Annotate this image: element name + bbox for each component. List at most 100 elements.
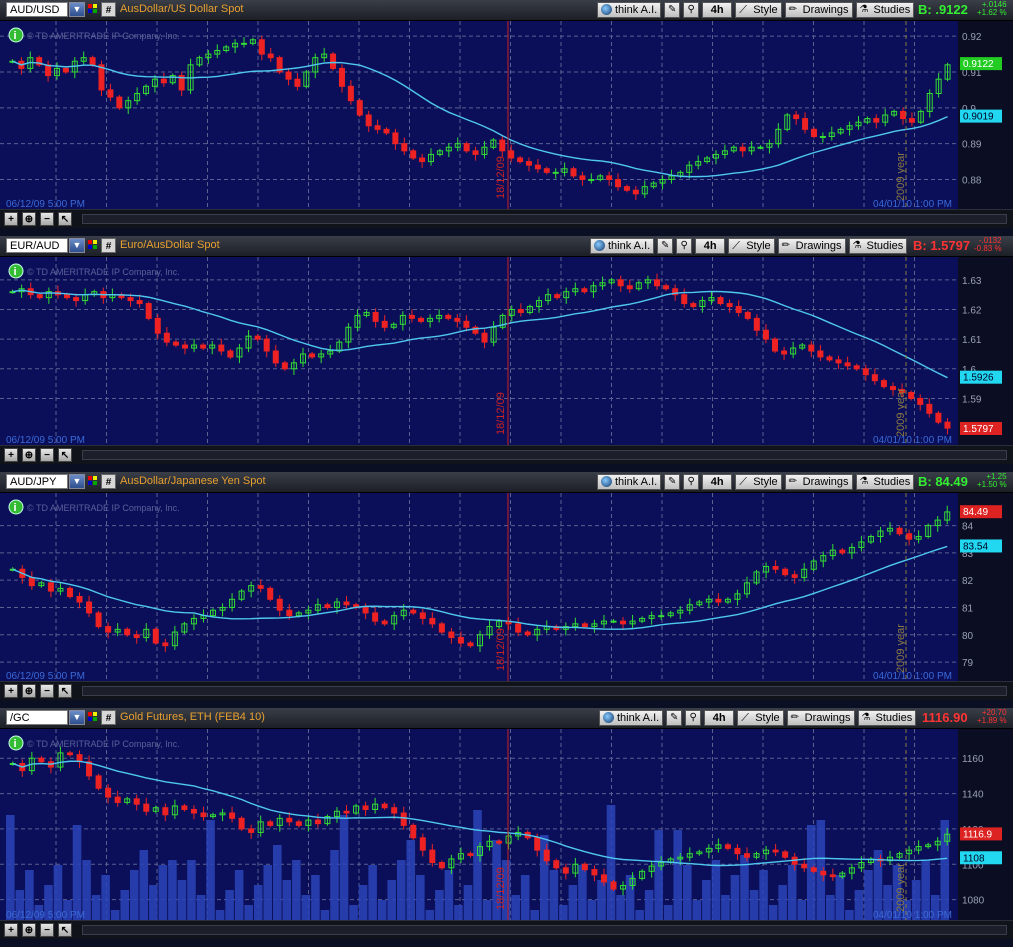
studies-button[interactable]: ⚗ Studies [857, 709, 917, 726]
crosshair-icon[interactable]: + [4, 684, 18, 698]
price-chart[interactable]: 84 83 82 81 80 79 18/12/09 2009 year i © TD AMERI… [0, 493, 1013, 681]
info-icon[interactable]: i [8, 735, 24, 751]
candle-body [383, 128, 390, 134]
candle-body [917, 397, 924, 405]
candle-body [667, 612, 674, 617]
candle-body [73, 297, 80, 302]
zoom-in-icon[interactable]: ⊕ [22, 684, 36, 698]
crosshair-icon[interactable]: + [4, 923, 18, 937]
timeframe-button[interactable]: 4h [702, 473, 733, 490]
think-ai-button[interactable]: think A.I. [599, 709, 664, 726]
style-button[interactable]: ⟋ Style [737, 709, 784, 726]
volume-bar [206, 820, 215, 920]
candle-body [463, 143, 470, 152]
candle-body [739, 146, 746, 152]
crosshair-icon[interactable]: + [4, 212, 18, 226]
zoom-out-icon[interactable]: − [40, 684, 54, 698]
zoom-in-icon[interactable]: ⊕ [22, 923, 36, 937]
wrench-icon[interactable]: ✎ [664, 1, 681, 18]
zoom-in-icon[interactable]: ⊕ [22, 212, 36, 226]
hash-icon[interactable]: # [101, 2, 116, 17]
change-absolute: +20.70 [981, 708, 1007, 717]
drawings-button[interactable]: ✏ Drawings [786, 709, 855, 726]
pointer-icon[interactable]: ↖ [58, 684, 72, 698]
symbol-dropdown-icon[interactable]: ▼ [69, 710, 85, 725]
zoom-in-icon[interactable]: ⊕ [22, 448, 36, 462]
volume-bar [663, 905, 673, 920]
timeframe-button[interactable]: 4h [702, 1, 733, 18]
horizontal-scrollbar[interactable] [82, 450, 1007, 460]
link-color-icon[interactable] [88, 712, 97, 722]
link-color-icon[interactable] [88, 240, 97, 250]
symbol-input[interactable]: /GC [6, 710, 68, 725]
drawings-button[interactable]: ✏ Drawings [777, 237, 846, 254]
symbol-dropdown-icon[interactable]: ▼ [69, 238, 85, 253]
studies-button[interactable]: ⚗ Studies [855, 1, 915, 18]
symbol-dropdown-icon[interactable]: ▼ [69, 474, 85, 489]
line-chart-icon: ⟋ [741, 712, 749, 724]
studies-button[interactable]: ⚗ Studies [855, 473, 915, 490]
candle-body [610, 620, 617, 623]
style-button[interactable]: ⟋ Style [728, 237, 775, 254]
candle-body [47, 582, 54, 592]
candle-body [391, 615, 398, 625]
studies-button[interactable]: ⚗ Studies [848, 237, 908, 254]
think-ai-button[interactable]: think A.I. [597, 473, 662, 490]
drawings-button[interactable]: ✏ Drawings [784, 473, 853, 490]
info-icon[interactable]: i [8, 27, 24, 43]
chart-footer: + ⊕ − ↖ [0, 445, 1013, 464]
style-button[interactable]: ⟋ Style [735, 1, 782, 18]
horizontal-scrollbar[interactable] [82, 686, 1007, 696]
horizontal-scrollbar[interactable] [82, 925, 1007, 935]
volume-bar [511, 895, 520, 920]
wrench-icon[interactable]: ✎ [664, 473, 681, 490]
symbol-input[interactable]: AUD/USD [6, 2, 68, 17]
magnifier-icon[interactable]: ⚲ [676, 237, 693, 254]
timeframe-button[interactable]: 4h [704, 709, 735, 726]
crosshair-icon[interactable]: + [4, 448, 18, 462]
wrench-icon[interactable]: ✎ [657, 237, 674, 254]
symbol-dropdown-icon[interactable]: ▼ [69, 2, 85, 17]
price-chart[interactable]: 0.92 0.91 0.9 0.89 0.88 18/12/09 2009 year i © T… [0, 21, 1013, 209]
timeframe-button[interactable]: 4h [695, 237, 726, 254]
think-ai-label: think A.I. [617, 711, 660, 724]
candle-body [623, 186, 630, 191]
copyright-text: © TD AMERITRADE IP Company, Inc. [27, 31, 180, 41]
candle-body [356, 100, 363, 116]
hash-icon[interactable]: # [101, 710, 116, 725]
link-color-icon[interactable] [88, 476, 97, 486]
pointer-icon[interactable]: ↖ [58, 923, 72, 937]
think-ai-button[interactable]: think A.I. [597, 1, 662, 18]
candle-body [828, 132, 835, 137]
hash-icon[interactable]: # [101, 238, 116, 253]
zoom-out-icon[interactable]: − [40, 923, 54, 937]
symbol-input[interactable]: EUR/AUD [6, 238, 68, 253]
magnifier-icon[interactable]: ⚲ [685, 709, 702, 726]
volume-bar [292, 860, 301, 920]
candle-body [390, 323, 397, 328]
price-chart[interactable]: 1.63 1.62 1.61 1.6 1.59 18/12/09 2009 year i © T… [0, 257, 1013, 445]
horizontal-scrollbar[interactable] [82, 214, 1007, 224]
magnifier-icon[interactable]: ⚲ [683, 1, 700, 18]
candle-body [400, 609, 407, 617]
think-ai-label: think A.I. [615, 3, 658, 16]
volume-bar [587, 900, 597, 920]
zoom-out-icon[interactable]: − [40, 212, 54, 226]
pointer-icon[interactable]: ↖ [58, 448, 72, 462]
symbol-input[interactable]: AUD/JPY [6, 474, 68, 489]
hash-icon[interactable]: # [101, 474, 116, 489]
style-button[interactable]: ⟋ Style [735, 473, 782, 490]
drawings-button[interactable]: ✏ Drawings [784, 1, 853, 18]
zoom-out-icon[interactable]: − [40, 448, 54, 462]
wrench-icon[interactable]: ✎ [666, 709, 683, 726]
info-icon[interactable]: i [8, 263, 24, 279]
info-icon[interactable]: i [8, 499, 24, 515]
magnifier-icon[interactable]: ⚲ [683, 473, 700, 490]
link-color-icon[interactable] [88, 4, 97, 14]
candle-body [606, 175, 613, 181]
candle-body [658, 862, 665, 867]
candle-body [591, 623, 598, 628]
think-ai-button[interactable]: think A.I. [590, 237, 655, 254]
pointer-icon[interactable]: ↖ [58, 212, 72, 226]
